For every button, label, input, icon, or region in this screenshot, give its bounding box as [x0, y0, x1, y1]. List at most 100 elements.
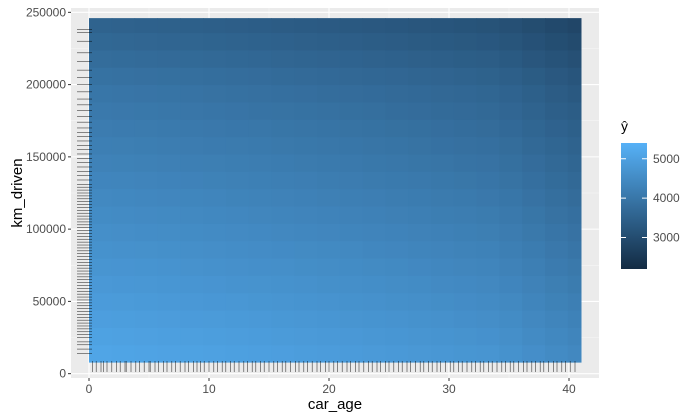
heatmap-tile — [89, 119, 113, 138]
heatmap-tile — [431, 188, 455, 207]
x-tick-label: 20 — [322, 382, 336, 396]
heatmap-tile — [476, 327, 500, 346]
heatmap-tile — [453, 327, 478, 346]
heatmap-tile — [248, 275, 272, 294]
legend-tick-label: 3000 — [653, 231, 680, 245]
heatmap-tile — [339, 206, 364, 224]
heatmap-tile — [567, 18, 582, 34]
heatmap-tile — [362, 32, 386, 51]
heatmap-tile — [134, 188, 158, 207]
heatmap-tile — [339, 188, 364, 207]
heatmap-tile — [225, 84, 250, 103]
x-tick-label: 40 — [562, 382, 576, 396]
heatmap-tile — [567, 188, 582, 207]
heatmap-tile — [431, 84, 455, 103]
heatmap-tile — [339, 119, 364, 138]
heatmap-tile — [111, 171, 136, 190]
heatmap-tile — [385, 84, 409, 103]
heatmap-tile — [225, 223, 250, 242]
heatmap-tile — [453, 310, 478, 328]
heatmap-tile — [111, 84, 136, 103]
heatmap-tile — [248, 49, 272, 68]
heatmap-tile — [157, 344, 181, 363]
heatmap-tile — [180, 206, 204, 224]
heatmap-tile — [317, 153, 341, 172]
heatmap-tile — [317, 67, 341, 86]
heatmap-tile — [545, 327, 569, 346]
heatmap-tile — [362, 67, 386, 86]
heatmap-tile — [203, 344, 227, 363]
heatmap-tile — [89, 240, 113, 259]
heatmap-tile — [545, 18, 569, 34]
heatmap-tile — [567, 240, 582, 259]
heatmap-tile — [453, 49, 478, 68]
heatmap-tile — [111, 101, 136, 120]
heatmap-tile — [499, 223, 523, 242]
heatmap-tile — [111, 258, 136, 276]
heatmap-tile — [271, 136, 295, 155]
heatmap-tile — [248, 240, 272, 259]
heatmap-tile — [89, 188, 113, 207]
heatmap-tile — [339, 153, 364, 172]
heatmap-tile — [499, 153, 523, 172]
heatmap-tile — [248, 119, 272, 138]
heatmap-tile — [431, 18, 455, 34]
heatmap-tile — [89, 136, 113, 155]
heatmap-tile — [225, 240, 250, 259]
heatmap-tile — [294, 292, 318, 311]
heatmap-tile — [567, 136, 582, 155]
heatmap-tile — [203, 292, 227, 311]
heatmap-tile — [339, 344, 364, 363]
heatmap-tile — [317, 310, 341, 328]
x-tick-label: 10 — [202, 382, 216, 396]
heatmap-tile — [317, 240, 341, 259]
heatmap-tile — [545, 292, 569, 311]
heatmap-tile — [180, 171, 204, 190]
heatmap-tile — [225, 292, 250, 311]
heatmap-tile — [408, 32, 432, 51]
heatmap-tile — [134, 119, 158, 138]
heatmap-tile — [294, 206, 318, 224]
heatmap-tile — [134, 101, 158, 120]
heatmap-tile — [248, 136, 272, 155]
heatmap-tile — [408, 119, 432, 138]
heatmap-tile — [294, 49, 318, 68]
heatmap-tile — [294, 310, 318, 328]
heatmap-tile — [248, 101, 272, 120]
heatmap-tile — [385, 344, 409, 363]
heatmap-tile — [248, 258, 272, 276]
heatmap-tile — [362, 119, 386, 138]
heatmap-tile — [453, 275, 478, 294]
heatmap-tile — [408, 310, 432, 328]
heatmap-tile — [294, 101, 318, 120]
legend-ticks: 3000 4000 5000 — [621, 152, 680, 245]
heatmap-tile — [431, 292, 455, 311]
y-tick-label: 250000 — [26, 5, 66, 19]
heatmap-tile — [203, 32, 227, 51]
heatmap-tile — [271, 327, 295, 346]
y-rug — [77, 29, 92, 354]
heatmap-tile — [203, 240, 227, 259]
heatmap-tile — [476, 136, 500, 155]
heatmap-tile — [339, 327, 364, 346]
heatmap-tile — [499, 344, 523, 363]
heatmap-tile — [476, 258, 500, 276]
heatmap-tile — [248, 84, 272, 103]
heatmap-tile — [545, 275, 569, 294]
heatmap-tile — [476, 84, 500, 103]
heatmap-tile — [89, 223, 113, 242]
heatmap-tile — [225, 32, 250, 51]
heatmap-tile — [385, 292, 409, 311]
heatmap-tile — [408, 258, 432, 276]
heatmap-tile — [89, 206, 113, 224]
heatmap-tile — [294, 240, 318, 259]
heatmap-tile — [431, 206, 455, 224]
heatmap-tile — [385, 136, 409, 155]
heatmap-tile — [89, 84, 113, 103]
heatmap-tile — [476, 32, 500, 51]
heatmap-tile — [522, 223, 546, 242]
heatmap-tile — [111, 153, 136, 172]
heatmap-tile — [431, 258, 455, 276]
heatmap-tile — [225, 119, 250, 138]
heatmap-tile — [271, 275, 295, 294]
